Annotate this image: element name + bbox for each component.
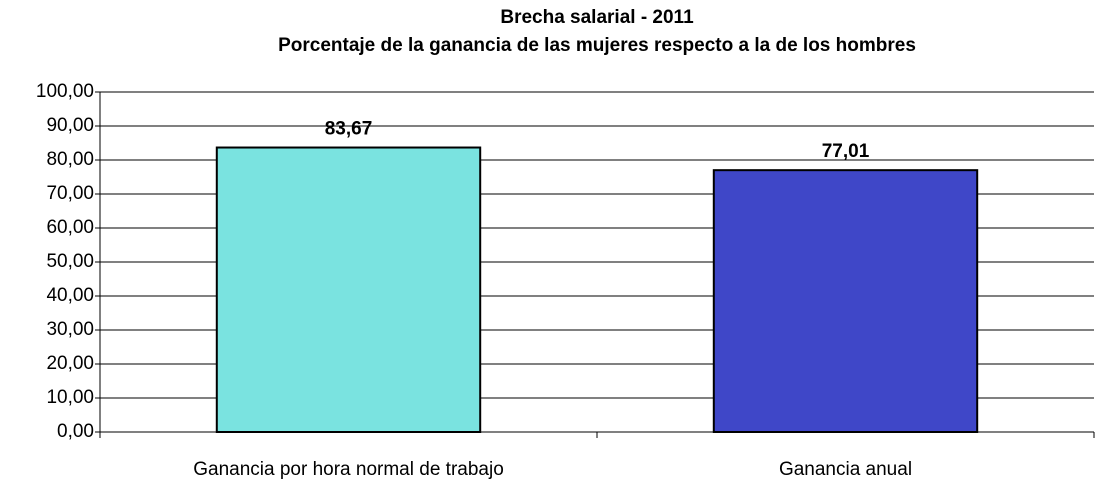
y-tick-label: 90,00 xyxy=(46,115,94,136)
y-tick-label: 70,00 xyxy=(46,183,94,204)
x-tick-label: Ganancia por hora normal de trabajo xyxy=(193,459,504,480)
chart-subtitle: Porcentaje de la ganancia de las mujeres… xyxy=(278,35,916,56)
value-label: 83,67 xyxy=(325,119,373,140)
y-tick-label: 30,00 xyxy=(46,319,94,340)
y-tick-label: 50,00 xyxy=(46,251,94,272)
y-tick-label: 0,00 xyxy=(57,421,94,442)
y-tick-label: 80,00 xyxy=(46,149,94,170)
y-tick-label: 20,00 xyxy=(46,353,94,374)
y-tick-label: 10,00 xyxy=(46,387,94,408)
y-tick-label: 100,00 xyxy=(36,81,94,102)
chart-title: Brecha salarial - 2011 xyxy=(500,7,694,28)
bar xyxy=(712,169,979,434)
y-tick-label: 60,00 xyxy=(46,217,94,238)
x-tick-label: Ganancia anual xyxy=(779,459,912,480)
bar xyxy=(215,146,482,433)
y-tick-label: 40,00 xyxy=(46,285,94,306)
value-label: 77,01 xyxy=(822,141,870,162)
